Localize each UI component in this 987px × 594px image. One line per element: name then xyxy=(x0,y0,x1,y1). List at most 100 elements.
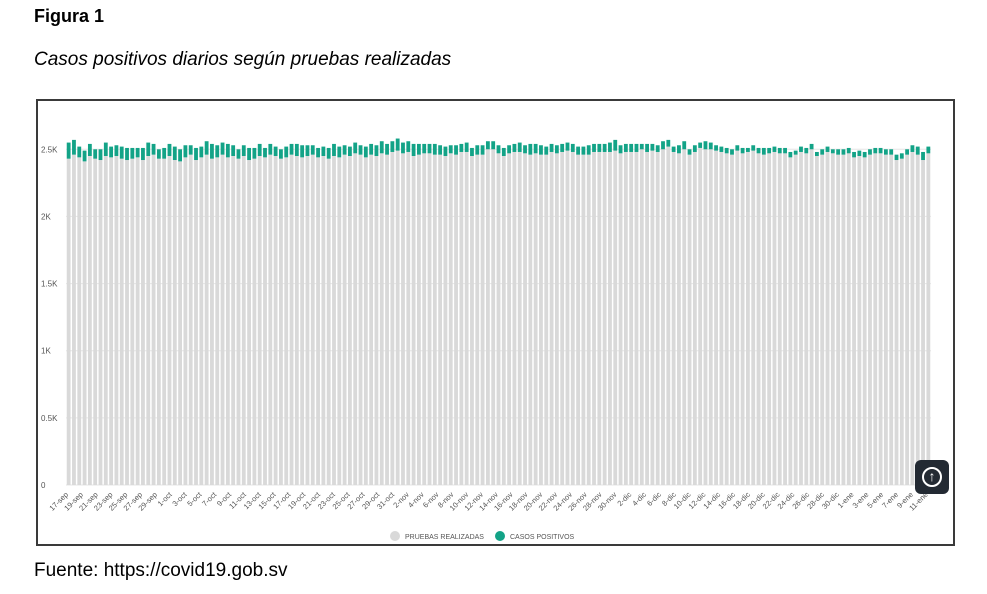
y-tick-label: 1K xyxy=(41,347,51,356)
bar-pruebas xyxy=(491,149,496,485)
bar-casos xyxy=(554,145,559,154)
bar-pruebas xyxy=(862,157,867,485)
bar-pruebas xyxy=(592,151,596,485)
bar-pruebas xyxy=(698,147,703,485)
bar-casos xyxy=(448,145,453,154)
bar-pruebas xyxy=(363,157,368,485)
bar-pruebas xyxy=(194,160,198,485)
bar-casos xyxy=(422,143,427,154)
bar-pruebas xyxy=(109,157,114,485)
bar-casos xyxy=(618,145,623,154)
bar-casos xyxy=(512,143,517,152)
bar-pruebas xyxy=(406,151,411,485)
x-tick-label: 7-oct xyxy=(200,489,219,508)
legend-marker-casos xyxy=(495,531,505,541)
bar-casos xyxy=(677,145,681,154)
bar-pruebas xyxy=(178,161,183,485)
bar-pruebas xyxy=(597,151,602,485)
bar-pruebas xyxy=(385,154,389,485)
bar-pruebas xyxy=(199,157,204,485)
bar-casos xyxy=(756,147,761,154)
bar-casos xyxy=(830,149,835,154)
bar-pruebas xyxy=(586,154,591,485)
bar-pruebas xyxy=(857,156,862,485)
bar-pruebas xyxy=(252,158,257,485)
bar-pruebas xyxy=(103,156,108,485)
x-tick-label: 2-dic xyxy=(615,490,633,508)
bar-pruebas xyxy=(401,153,405,486)
bar-casos xyxy=(236,149,241,159)
bar-pruebas xyxy=(93,158,98,485)
bar-casos xyxy=(836,149,841,155)
bar-casos xyxy=(98,149,103,161)
bar-casos xyxy=(639,143,644,150)
bar-pruebas xyxy=(77,157,82,485)
bar-pruebas xyxy=(841,154,846,485)
bar-casos xyxy=(645,143,649,152)
bar-casos xyxy=(194,147,198,161)
bar-pruebas xyxy=(395,150,400,485)
bar-pruebas xyxy=(485,149,490,485)
bar-pruebas xyxy=(432,154,437,485)
bar-casos xyxy=(533,143,538,154)
bar-pruebas xyxy=(618,153,623,486)
bar-casos xyxy=(279,149,283,159)
bar-casos xyxy=(114,145,119,156)
bar-casos xyxy=(432,143,437,155)
bar-casos xyxy=(501,147,506,156)
bar-casos xyxy=(735,145,740,151)
bar-casos xyxy=(517,142,522,152)
bar-pruebas xyxy=(793,154,798,485)
bar-casos xyxy=(687,149,692,155)
bar-casos xyxy=(915,146,920,155)
figure-title: Casos positivos diarios según pruebas re… xyxy=(34,49,452,70)
bar-casos xyxy=(889,149,894,155)
bar-casos xyxy=(225,143,230,158)
bar-pruebas xyxy=(740,153,745,486)
bar-pruebas xyxy=(146,156,151,485)
bar-casos xyxy=(724,147,729,154)
bar-casos xyxy=(427,143,432,154)
bar-pruebas xyxy=(156,158,161,485)
bar-pruebas xyxy=(761,154,766,485)
bar-pruebas xyxy=(358,154,363,485)
bar-casos xyxy=(746,147,750,152)
bar-casos xyxy=(257,143,262,156)
bar-pruebas xyxy=(114,156,119,485)
bar-pruebas xyxy=(268,154,273,485)
bar-pruebas xyxy=(889,154,894,485)
bar-casos xyxy=(395,138,400,151)
bar-pruebas xyxy=(300,157,305,485)
bar-casos xyxy=(804,147,809,154)
bar-casos xyxy=(894,154,899,161)
bar-casos xyxy=(342,145,347,155)
bar-pruebas xyxy=(809,149,814,485)
bar-pruebas xyxy=(692,151,697,485)
bar-pruebas xyxy=(613,150,618,485)
figure-label: Figura 1 xyxy=(34,6,105,26)
bar-pruebas xyxy=(767,153,772,486)
bar-pruebas xyxy=(623,151,628,485)
bar-pruebas xyxy=(422,153,427,486)
bar-pruebas xyxy=(799,151,803,485)
bar-casos xyxy=(77,146,82,158)
bar-casos xyxy=(730,149,734,155)
bar-casos xyxy=(188,145,193,155)
x-tick-label: 4-dic xyxy=(630,490,648,508)
bar-pruebas xyxy=(294,156,299,485)
bar-casos xyxy=(878,147,883,154)
bar-casos xyxy=(231,145,236,156)
bar-casos xyxy=(119,146,124,159)
bar-casos xyxy=(921,151,925,161)
bar-casos xyxy=(692,145,697,152)
bar-casos xyxy=(544,146,549,155)
bar-pruebas xyxy=(279,158,283,485)
bar-casos xyxy=(926,146,931,154)
bar-pruebas xyxy=(427,153,432,486)
y-tick-label: 0.5K xyxy=(41,414,58,423)
bar-pruebas xyxy=(868,154,872,485)
bar-casos xyxy=(650,143,655,151)
bar-pruebas xyxy=(247,160,251,485)
scroll-up-button[interactable]: ↑ xyxy=(915,460,949,494)
bar-pruebas xyxy=(98,160,103,485)
